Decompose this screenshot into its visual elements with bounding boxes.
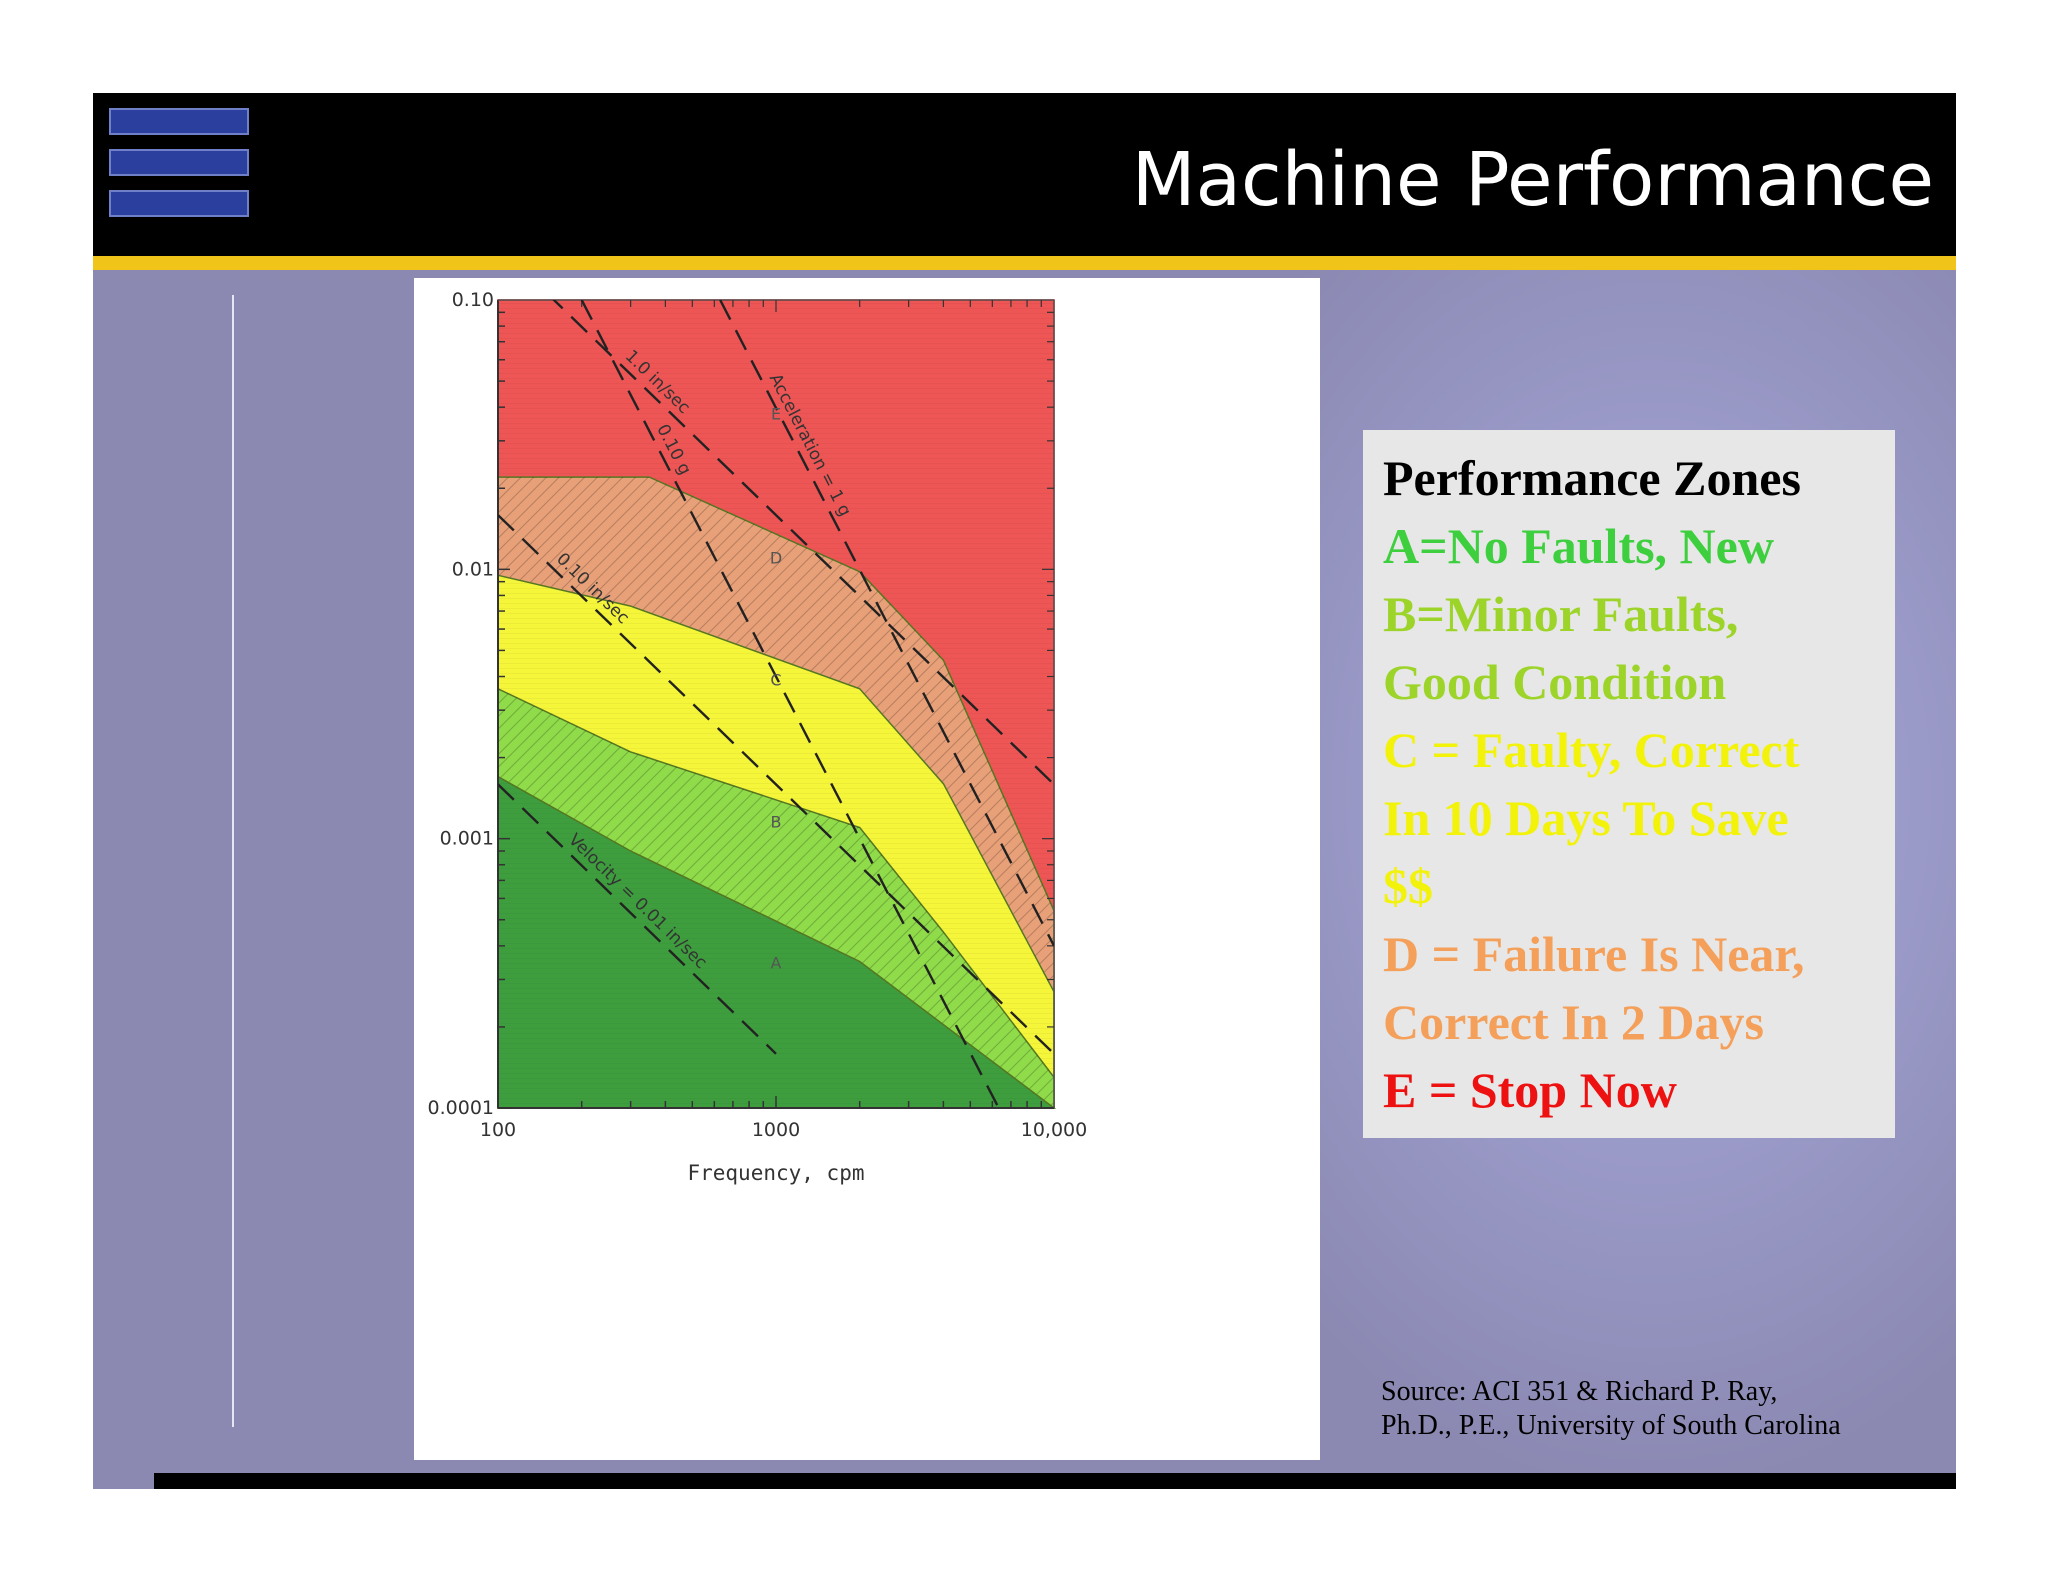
reference-line (498, 783, 777, 1055)
x-tick-label: 1000 (752, 1119, 800, 1141)
y-tick-label: 0.10 (452, 289, 494, 311)
legend-line: E = Stop Now (1383, 1062, 1677, 1118)
zone-d-label: D (770, 549, 782, 568)
x-tick-label: 100 (480, 1119, 516, 1141)
legend-line: A=No Faults, New (1383, 518, 1774, 574)
y-tick-label: 0.001 (440, 828, 494, 850)
title-bar: Machine Performance (93, 93, 1956, 256)
legend-line: D = Failure Is Near, (1383, 926, 1805, 982)
legend-line: Correct In 2 Days (1383, 994, 1764, 1050)
slide-title: Machine Performance (1131, 137, 1934, 223)
reference-line (498, 514, 1054, 1055)
zone-a-texture (498, 776, 1054, 1108)
legend-heading: Performance Zones (1383, 450, 1801, 506)
legend-line: In 10 Days To Save (1383, 790, 1789, 846)
reference-line (552, 300, 1054, 786)
logo-bar-icon (109, 149, 249, 176)
x-tick-label: 10,000 (1021, 1119, 1087, 1141)
logo-bar-icon (109, 190, 249, 217)
logo-bar-icon (109, 108, 249, 135)
slide-background: Machine Performance A B C D E 0.10 0.01 0.001 0.… (93, 93, 1956, 1489)
zone-b-label: B (771, 813, 782, 832)
x-axis-title: Frequency, cpm (687, 1161, 864, 1185)
reference-line (719, 300, 1054, 947)
legend-box: Performance Zones A=No Faults, New B=Min… (1363, 430, 1895, 1138)
y-tick-label: 0.0001 (428, 1097, 494, 1119)
chart-panel: A B C D E 0.10 0.01 0.001 0.0001 100 1000 10,000 Fre… (414, 278, 1320, 1460)
source-line: Ph.D., P.E., University of South Carolin… (1381, 1410, 1841, 1441)
source-line: Source: ACI 351 & Richard P. Ray, (1381, 1376, 1778, 1407)
zone-e-label: E (771, 405, 781, 424)
reference-line (580, 300, 1001, 1108)
zone-c-label: C (770, 671, 781, 690)
legend-line: B=Minor Faults, (1383, 586, 1739, 642)
legend-line: C = Faulty, Correct (1383, 722, 1800, 778)
vertical-divider (232, 295, 234, 1427)
title-divider (93, 256, 1956, 270)
footer-bar (154, 1473, 1956, 1489)
source-citation: Source: ACI 351 & Richard P. Ray, Ph.D.,… (1381, 1375, 1841, 1443)
legend-line: Good Condition (1383, 654, 1727, 710)
y-tick-label: 0.01 (452, 558, 494, 580)
legend-line: $$ (1383, 858, 1433, 914)
zone-a-label: A (771, 953, 782, 972)
